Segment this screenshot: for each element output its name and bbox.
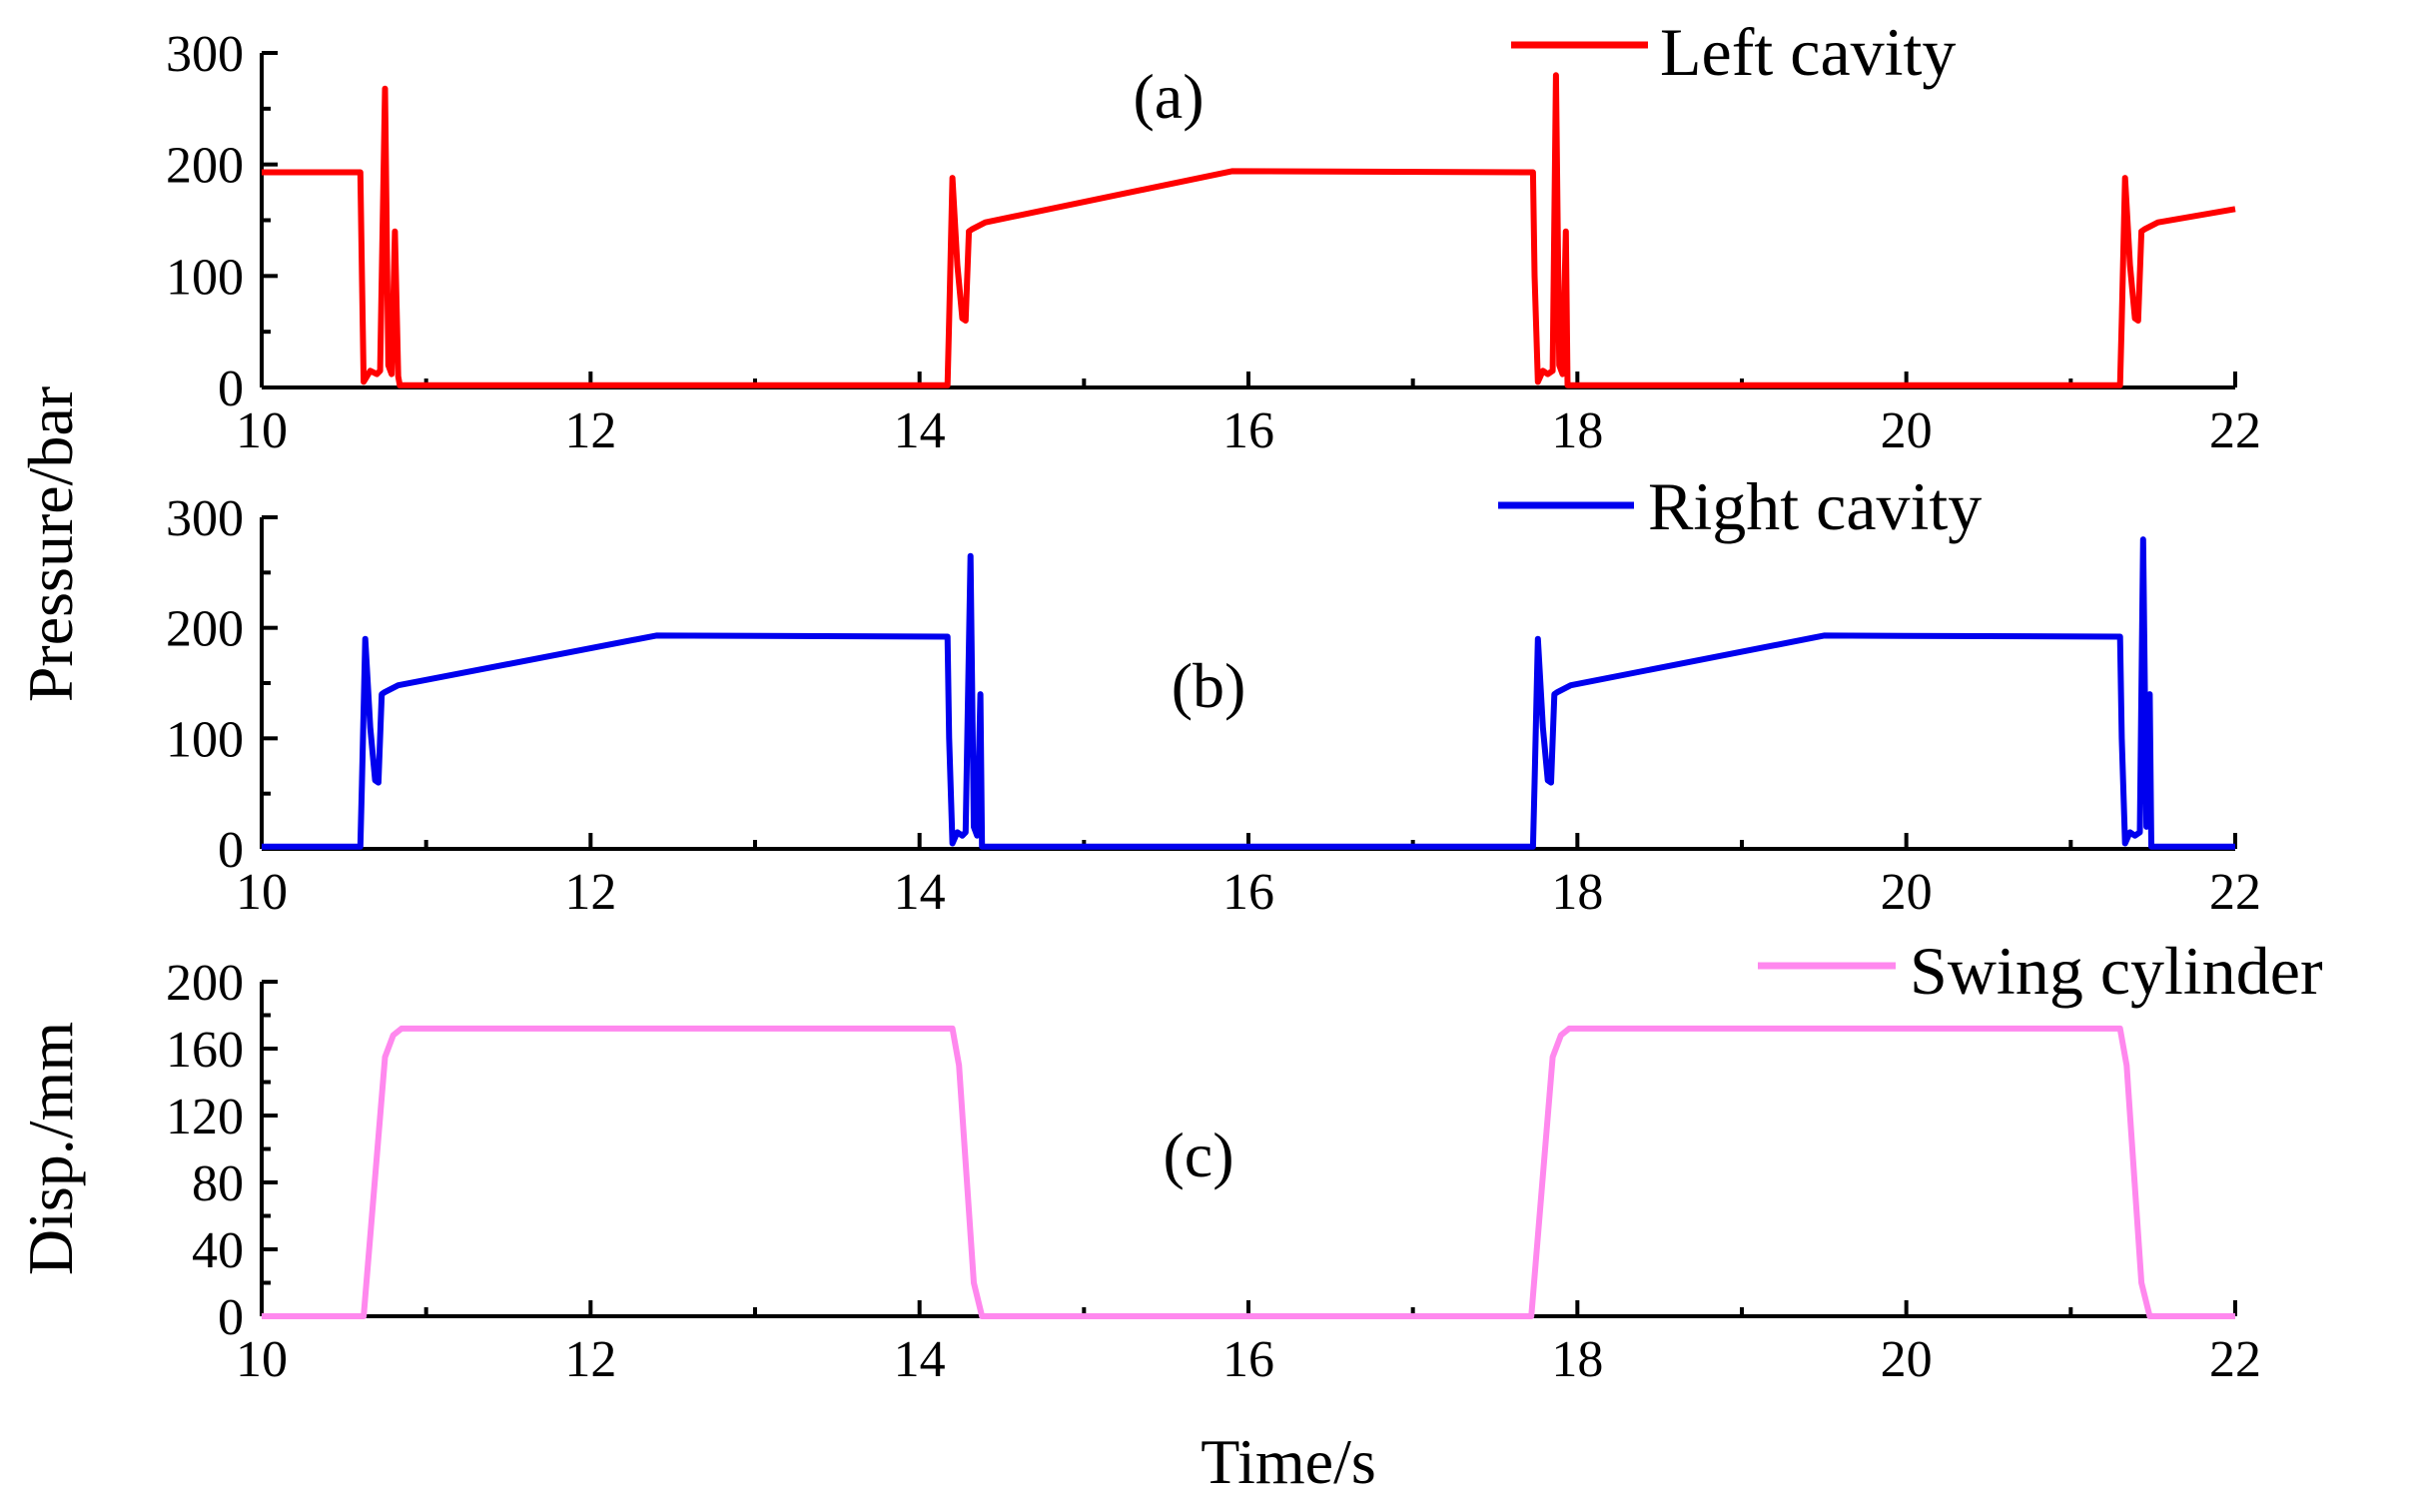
x-tick-label: 12 (564, 402, 616, 459)
series-line-c (262, 1025, 2235, 1319)
x-tick-label: 18 (1551, 402, 1603, 459)
panel-c: 10 12 14 16 18 20 22 0 40 80 120 160 200 (c) Swing cyl… (166, 933, 2323, 1388)
x-tick-label: 22 (2209, 402, 2261, 459)
x-tick-label: 10 (236, 1331, 288, 1388)
x-tick-label: 18 (1551, 864, 1603, 921)
x-tick-label: 22 (2209, 864, 2261, 921)
y-tick-label: 0 (218, 361, 244, 417)
x-tick-label: 22 (2209, 1331, 2261, 1388)
y-tick-label: 100 (166, 711, 244, 768)
x-tick-label: 14 (894, 864, 946, 921)
x-tick-label: 18 (1551, 1331, 1603, 1388)
x-tick-label: 12 (564, 864, 616, 921)
legend-label-b: Right cavity (1648, 468, 1982, 544)
panel-a: 10 12 14 16 18 20 22 0 100 200 300 (a) Left cavity (166, 14, 2261, 459)
x-tick-label: 20 (1881, 864, 1933, 921)
panel-b: 10 12 14 16 18 20 22 0 100 200 300 (b) Right cavity (166, 468, 2261, 921)
x-tick-label: 20 (1881, 402, 1933, 459)
y-tick-label: 40 (192, 1222, 244, 1279)
x-tick-label: 16 (1222, 1331, 1274, 1388)
x-tick-label: 20 (1881, 1331, 1933, 1388)
y-tick-label: 0 (218, 1289, 244, 1346)
x-tick-label: 10 (236, 864, 288, 921)
x-tick-label: 12 (564, 1331, 616, 1388)
legend-label-a: Left cavity (1660, 14, 1956, 90)
x-tick-label: 14 (894, 402, 946, 459)
y-tick-label: 200 (166, 138, 244, 195)
x-tick-label: 16 (1222, 402, 1274, 459)
y-tick-label: 160 (166, 1022, 244, 1079)
y-tick-label: 0 (218, 822, 244, 879)
y-tick-label: 80 (192, 1155, 244, 1212)
legend-label-c: Swing cylinder (1910, 933, 2323, 1009)
y-tick-label: 200 (166, 955, 244, 1012)
x-tick-label: 14 (894, 1331, 946, 1388)
y-tick-label: 300 (166, 26, 244, 83)
series-line-a (262, 72, 2236, 388)
y-axis-title-disp: Disp./mm (15, 1022, 86, 1275)
y-axis-title-pressure: Pressure/bar (15, 386, 86, 702)
y-tick-label: 200 (166, 601, 244, 658)
panel-label-c: (c) (1163, 1120, 1233, 1190)
x-tick-label: 16 (1222, 864, 1274, 921)
x-axis-title: Time/s (1201, 1426, 1376, 1497)
y-tick-label: 300 (166, 490, 244, 547)
panel-label-b: (b) (1172, 650, 1246, 721)
panel-label-a: (a) (1133, 61, 1204, 132)
y-tick-label: 120 (166, 1089, 244, 1145)
x-tick-label: 10 (236, 402, 288, 459)
series-line-b (262, 536, 2235, 850)
y-tick-label: 100 (166, 249, 244, 306)
